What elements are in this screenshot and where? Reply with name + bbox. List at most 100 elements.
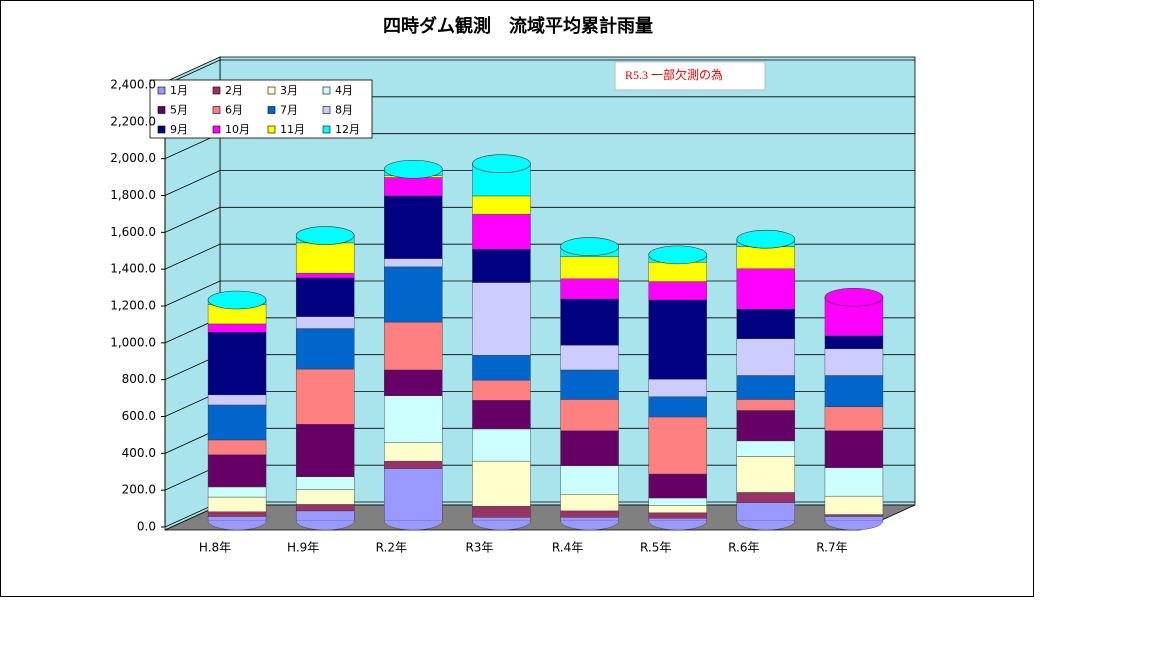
bar-bottom [295,520,355,531]
y-tick-label: 1,000.0 [110,335,156,349]
legend-label: 2月 [225,84,243,97]
bar-cap [648,245,707,265]
bar-segment [384,195,443,259]
bar-segment [384,442,443,462]
bar-bottom [824,520,884,531]
y-tick-label: 1,800.0 [110,188,156,202]
legend-swatch [267,106,276,114]
legend-label: 10月 [225,123,250,136]
y-tick-label: 800.0 [122,372,156,386]
bar-segment [736,246,796,269]
bar-segment [648,505,707,513]
bar-bottom [207,520,267,531]
legend-swatch [212,86,221,95]
x-tick-label: R.2年 [376,541,407,555]
bar-cap [295,226,355,245]
bar-segment [472,214,531,250]
bar-segment [472,249,531,283]
legend-swatch [267,86,276,95]
y-tick-label: 600.0 [122,409,156,423]
bar-segment [384,369,443,396]
bar-segment [824,348,884,376]
bar-segment [560,517,619,522]
bar-segment [736,268,796,310]
bar-segment [295,273,355,279]
bar-segment [736,309,796,339]
legend-swatch [157,125,166,134]
y-tick-label: 1,200.0 [110,299,156,313]
bar-segment [472,379,531,401]
legend-label: 11月 [280,123,305,136]
legend-label: 1月 [170,84,188,97]
bar-bottom [384,520,443,531]
bar-cap [384,159,443,179]
bar-segment [207,486,267,498]
bar-segment [295,316,355,329]
bar-bottom [648,520,707,531]
bar-bottom [560,520,619,531]
bar-segment [472,355,531,381]
legend-label: 5月 [170,104,188,117]
legend-swatch [322,125,331,134]
bar-segment [207,404,267,441]
bar-segment [472,282,531,356]
bar-segment [648,473,707,499]
bar-segment [207,323,267,333]
bar-segment [648,262,707,282]
x-tick-label: R.5年 [640,541,671,555]
bar-segment [648,518,707,522]
x-tick-label: R.7年 [816,541,847,555]
legend-label: 12月 [335,123,360,136]
grid-line [164,170,915,196]
bar-segment [472,517,531,522]
bar-segment [384,266,443,323]
bar-bottom [736,520,796,531]
bar-segment [736,502,796,522]
bar-segment [295,504,355,512]
y-tick-label: 200.0 [122,483,156,497]
bar-segment [560,369,619,400]
annotation-box [614,61,766,91]
bar-segment [384,460,443,469]
bar-segment [560,298,619,346]
legend-label: 4月 [335,84,353,97]
bar-segment [648,299,707,380]
y-tick-label: 400.0 [122,446,156,460]
bar-segment [472,460,531,507]
bar-segment [648,281,707,301]
bar-segment [384,395,443,443]
bar-segment [295,510,355,522]
legend-swatch [322,86,331,95]
bar-segment [824,335,884,350]
annotation: R5.3 一部欠測の為 [625,67,723,82]
x-tick-label: R3年 [465,541,493,555]
bar-segment [560,344,619,371]
bar-cap [560,237,619,256]
legend-swatch [212,125,221,134]
bar-segment [736,492,796,503]
y-tick-label: 1,400.0 [110,262,156,276]
bar-segment [295,489,355,505]
bar-segment [824,375,884,408]
bar-segment [207,454,267,488]
bar-segment [648,497,707,506]
bar-segment [295,424,355,477]
bar-segment [295,328,355,370]
legend-label: 8月 [335,104,353,117]
bar-segment [648,396,707,418]
bar-segment [472,428,531,462]
bar-cap [207,290,267,310]
x-tick-label: R.6年 [728,541,759,555]
bar-segment [648,512,707,519]
bar-segment [824,514,884,517]
legend-swatch [157,86,166,95]
legend-label: 9月 [170,123,188,136]
y-tick-label: 2,000.0 [110,151,156,165]
bar-segment [736,375,796,400]
legend-box [149,79,373,139]
bar-segment [472,195,531,215]
legend-label: 3月 [280,84,298,97]
bar-segment [207,332,267,396]
bar-segment [472,400,531,430]
